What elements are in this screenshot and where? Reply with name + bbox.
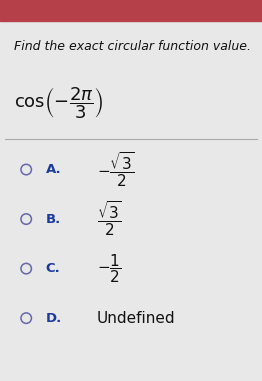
Text: Find the exact circular function value.: Find the exact circular function value. (14, 40, 252, 53)
Bar (0, 0, 262, 21)
Text: A.: A. (46, 163, 62, 176)
Text: $\mathrm{cos}\left(-\dfrac{2\pi}{3}\right)$: $\mathrm{cos}\left(-\dfrac{2\pi}{3}\righ… (14, 86, 104, 122)
Text: $-\dfrac{1}{2}$: $-\dfrac{1}{2}$ (97, 252, 121, 285)
Text: $\dfrac{\sqrt{3}}{2}$: $\dfrac{\sqrt{3}}{2}$ (97, 200, 122, 239)
Text: Undefined: Undefined (97, 311, 176, 326)
Text: D.: D. (46, 312, 62, 325)
Text: B.: B. (46, 213, 61, 226)
Text: $-\dfrac{\sqrt{3}}{2}$: $-\dfrac{\sqrt{3}}{2}$ (97, 150, 135, 189)
Text: C.: C. (46, 262, 61, 275)
